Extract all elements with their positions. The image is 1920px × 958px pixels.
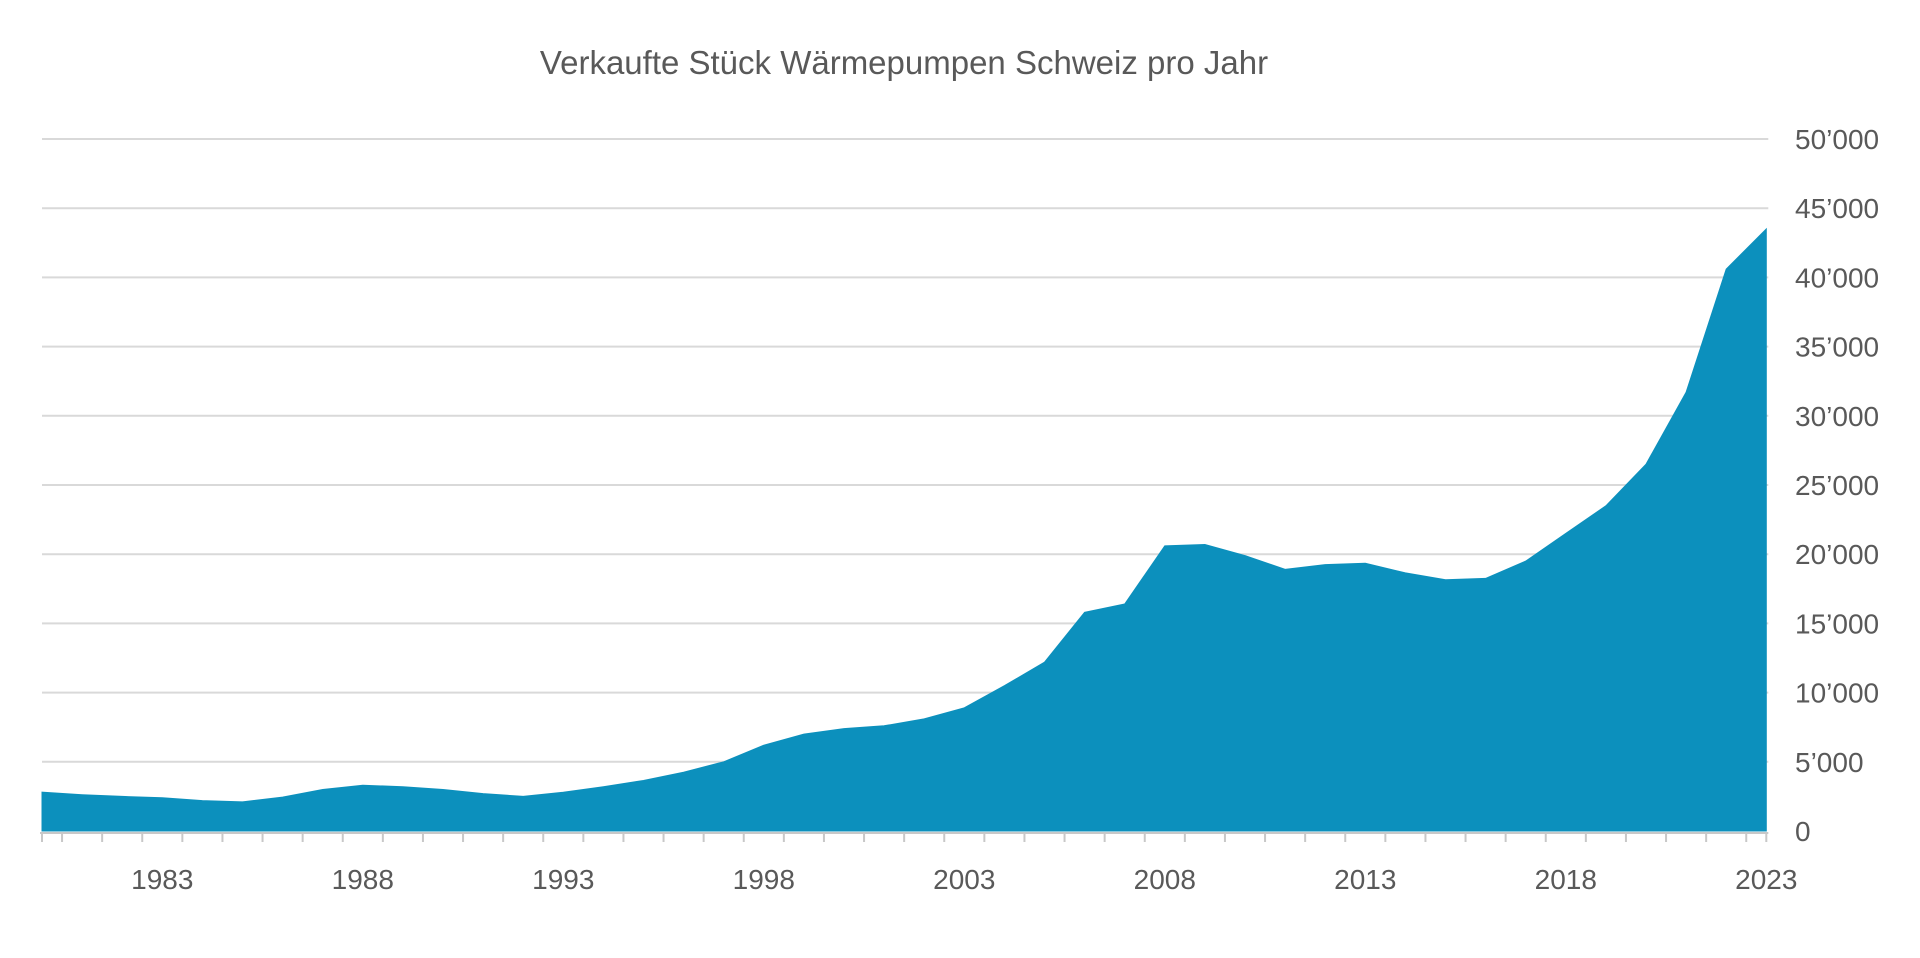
chart-title: Verkaufte Stück Wärmepumpen Schweiz pro … <box>539 44 1269 81</box>
y-axis-label: 40’000 <box>1795 262 1879 293</box>
y-axis-label: 25’000 <box>1795 470 1879 501</box>
x-axis-label: 1988 <box>332 864 394 895</box>
y-axis-label: 45’000 <box>1795 193 1879 224</box>
x-axis-label: 2013 <box>1334 864 1396 895</box>
x-axis-label: 1998 <box>733 864 795 895</box>
x-axis-label: 2008 <box>1134 864 1196 895</box>
x-axis-label: 2018 <box>1535 864 1597 895</box>
x-axis-label: 1983 <box>131 864 193 895</box>
y-axis-label: 30’000 <box>1795 401 1879 432</box>
x-axis-label: 2003 <box>933 864 995 895</box>
x-axis-labels: 1983 1988 1993 1998 2003 2008 2013 2018 2023 <box>131 864 1797 895</box>
y-axis-labels: 0 5’000 10’000 15’000 20’000 25’000 30’000 35’0… <box>1795 124 1879 847</box>
y-axis-label: 15’000 <box>1795 608 1879 639</box>
y-axis-label: 35’000 <box>1795 332 1879 363</box>
gridlines <box>42 138 1769 763</box>
x-axis-label: 2023 <box>1735 864 1797 895</box>
y-axis-label: 5’000 <box>1795 747 1864 778</box>
y-axis-label: 20’000 <box>1795 539 1879 570</box>
y-axis-label: 10’000 <box>1795 678 1879 709</box>
y-axis-label: 50’000 <box>1795 124 1879 155</box>
area-series <box>41 227 1767 832</box>
x-axis-ticks <box>41 833 1768 842</box>
y-axis-label: 0 <box>1795 816 1811 847</box>
x-axis-label: 1993 <box>532 864 594 895</box>
